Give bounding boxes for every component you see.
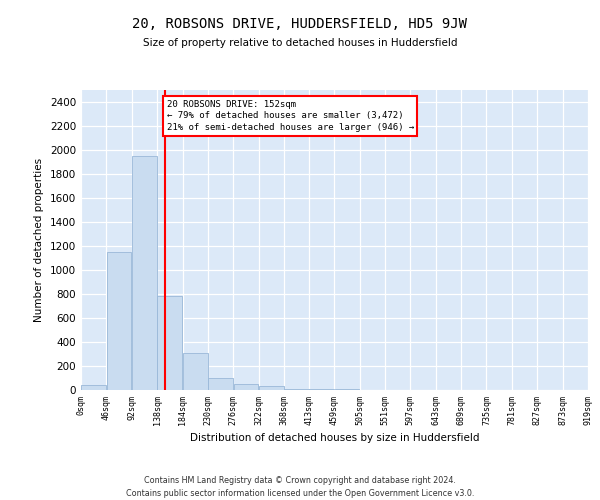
Bar — [259, 386, 284, 390]
Bar — [157, 296, 182, 390]
Bar — [284, 388, 309, 390]
Text: 20 ROBSONS DRIVE: 152sqm
← 79% of detached houses are smaller (3,472)
21% of sem: 20 ROBSONS DRIVE: 152sqm ← 79% of detach… — [167, 100, 414, 132]
Bar — [132, 156, 157, 390]
Bar — [183, 353, 208, 390]
X-axis label: Distribution of detached houses by size in Huddersfield: Distribution of detached houses by size … — [190, 433, 479, 443]
Text: Size of property relative to detached houses in Huddersfield: Size of property relative to detached ho… — [143, 38, 457, 48]
Bar — [233, 384, 259, 390]
Bar — [309, 389, 334, 390]
Y-axis label: Number of detached properties: Number of detached properties — [34, 158, 44, 322]
Text: Contains HM Land Registry data © Crown copyright and database right 2024.
Contai: Contains HM Land Registry data © Crown c… — [126, 476, 474, 498]
Text: 20, ROBSONS DRIVE, HUDDERSFIELD, HD5 9JW: 20, ROBSONS DRIVE, HUDDERSFIELD, HD5 9JW — [133, 18, 467, 32]
Bar — [81, 384, 106, 390]
Bar — [208, 378, 233, 390]
Bar — [107, 252, 131, 390]
